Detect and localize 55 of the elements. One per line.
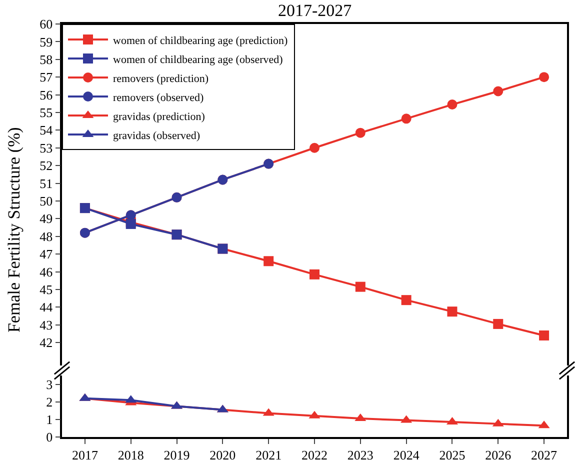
y-tick-label: 60 <box>40 16 53 32</box>
point <box>355 128 366 138</box>
y-tick-label: 42 <box>40 335 53 350</box>
legend-label: removers (observed) <box>113 92 204 104</box>
y-tick-label: 48 <box>40 228 53 244</box>
point <box>264 256 274 266</box>
y-tick-label: 51 <box>40 176 53 191</box>
y-tick-label: 1 <box>46 412 53 427</box>
point <box>401 114 412 124</box>
y-tick-label: 49 <box>40 211 53 226</box>
x-tick-label: 2017 <box>72 447 98 462</box>
x-tick-label: 2019 <box>164 447 190 462</box>
point <box>493 318 504 329</box>
y-tick-label: 50 <box>40 194 53 209</box>
y-tick-label: 53 <box>40 140 53 156</box>
legend-label: gravidas (observed) <box>113 130 200 142</box>
y-tick-label: 58 <box>40 52 53 67</box>
x-tick-label: 2021 <box>256 447 282 462</box>
x-tick-label: 2024 <box>393 447 420 462</box>
y-tick-label: 47 <box>40 246 54 262</box>
y-tick-label: 52 <box>40 158 53 174</box>
point <box>310 142 320 153</box>
point <box>539 72 550 82</box>
y-tick-label: 54 <box>40 122 54 138</box>
x-tick-label: 2020 <box>210 447 236 462</box>
x-tick-label: 2027 <box>531 447 558 462</box>
point <box>447 306 458 317</box>
point <box>493 86 504 96</box>
point <box>310 269 320 280</box>
legend-label: women of childbearing age (prediction) <box>113 34 288 47</box>
point <box>401 295 412 306</box>
x-tick-label: 2018 <box>118 447 144 462</box>
legend-label: women of childbearing age (observed) <box>113 54 284 66</box>
legend-label: gravidas (prediction) <box>113 110 206 123</box>
y-tick-label: 44 <box>40 300 54 315</box>
y-tick-label: 3 <box>46 376 53 392</box>
y-axis-title: Female Fertility Structure (%) <box>4 127 24 333</box>
y-tick-label: 56 <box>40 87 54 102</box>
y-tick-label: 0 <box>46 430 53 445</box>
y-tick-label: 55 <box>40 105 53 120</box>
y-tick-label: 43 <box>40 317 53 332</box>
x-tick-label: 2025 <box>439 447 466 462</box>
y-tick-label: 2 <box>46 394 53 410</box>
x-tick-label: 2023 <box>347 447 374 462</box>
y-tick-label: 59 <box>40 34 53 50</box>
point <box>355 282 366 292</box>
point <box>539 330 550 340</box>
legend-label: removers (prediction) <box>113 72 209 85</box>
y-tick-label: 46 <box>40 264 54 280</box>
chart-title: 2017-2027 <box>278 1 352 20</box>
x-tick-label: 2026 <box>485 447 512 462</box>
y-tick-label: 45 <box>40 282 53 297</box>
x-tick-label: 2022 <box>302 447 328 462</box>
y-tick-label: 57 <box>40 70 54 85</box>
point <box>447 100 458 110</box>
